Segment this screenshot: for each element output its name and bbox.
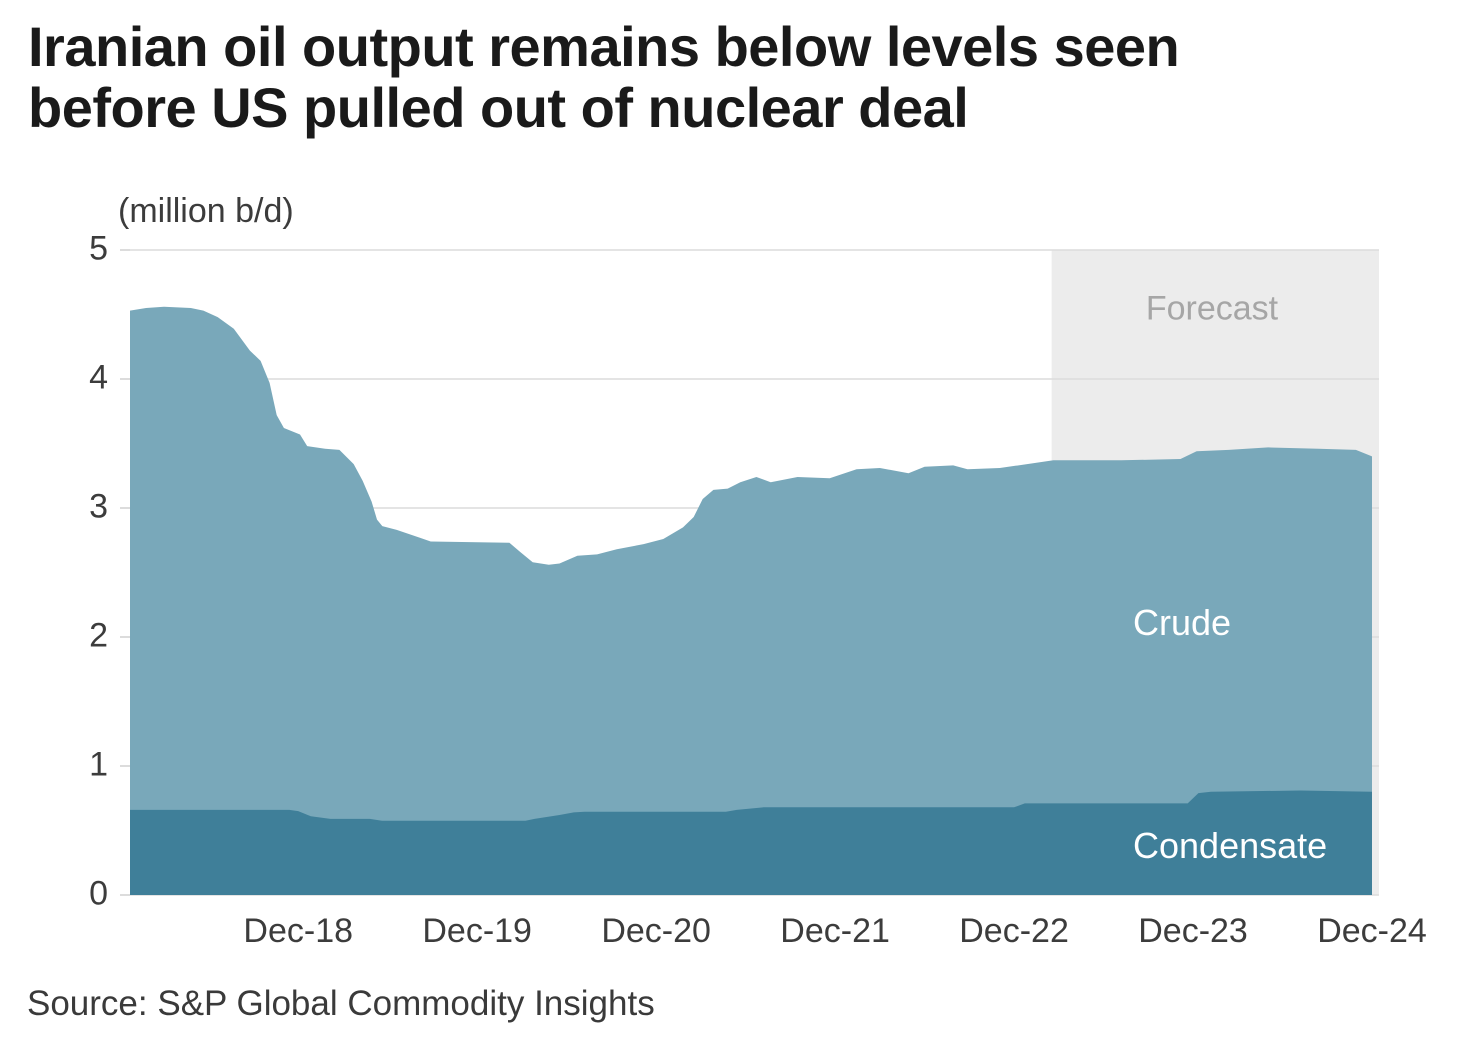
page-title: Iranian oil output remains below levels … [28, 15, 1180, 139]
y-tick-label-4: 4 [89, 358, 108, 397]
x-tick-label-Dec-18: Dec-18 [243, 912, 354, 950]
x-tick-label-Dec-19: Dec-19 [422, 912, 532, 950]
crude-area [130, 306, 1372, 895]
page-title-line1: Iranian oil output remains below levels … [28, 15, 1180, 78]
y-tick-label-3: 3 [89, 487, 108, 526]
forecast-region-label: Forecast [1145, 289, 1279, 328]
condensate-area [130, 790, 1372, 895]
source-attribution: Source: S&P Global Commodity Insights [27, 984, 655, 1023]
x-tick-label-Dec-20: Dec-20 [601, 912, 711, 950]
x-tick-label-Dec-21: Dec-21 [780, 912, 890, 950]
y-axis-unit-label: (million b/d) [118, 192, 294, 230]
y-tick-label-1: 1 [89, 745, 108, 784]
condensate-series-label: Condensate [1133, 825, 1328, 866]
crude-series-label: Crude [1133, 602, 1232, 643]
y-tick-label-0: 0 [89, 874, 108, 913]
page-title-line2: before US pulled out of nuclear deal [28, 76, 969, 139]
x-tick-label-Dec-23: Dec-23 [1138, 912, 1248, 950]
x-tick-label-Dec-22: Dec-22 [959, 912, 1069, 950]
x-tick-label-Dec-24: Dec-24 [1317, 912, 1427, 950]
y-tick-label-5: 5 [89, 229, 108, 268]
y-tick-label-2: 2 [89, 616, 108, 655]
